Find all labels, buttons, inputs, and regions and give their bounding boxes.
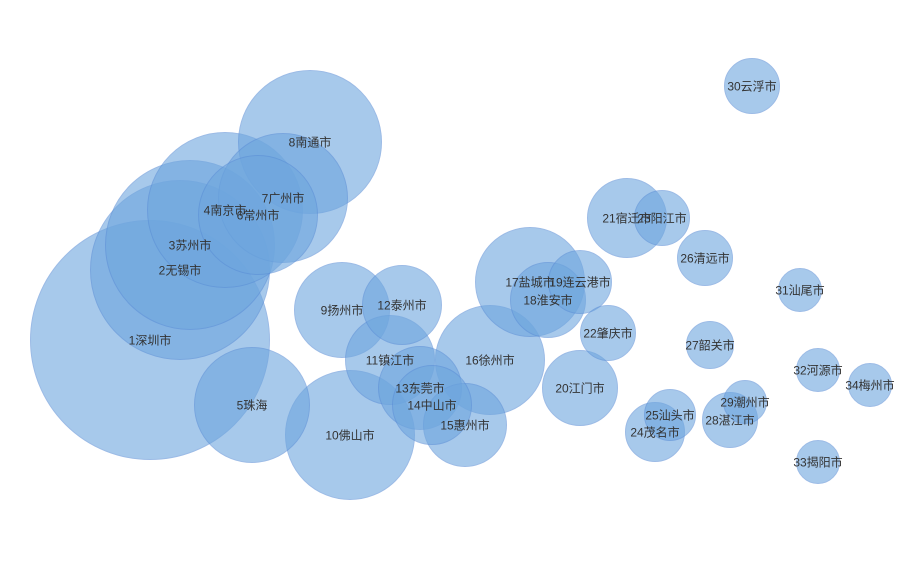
bubble[interactable] <box>686 321 734 369</box>
bubble[interactable] <box>796 440 840 484</box>
bubble[interactable] <box>542 350 618 426</box>
bubble[interactable] <box>796 348 840 392</box>
bubble[interactable] <box>634 190 690 246</box>
bubble[interactable] <box>194 347 310 463</box>
bubble[interactable] <box>362 265 442 345</box>
bubble-chart: 1深圳市2无锡市3苏州市4南京市5珠海6常州市7广州市8南通市9扬州市10佛山市… <box>0 0 923 568</box>
bubble[interactable] <box>724 58 780 114</box>
bubble[interactable] <box>848 363 892 407</box>
bubble[interactable] <box>392 365 472 445</box>
bubble[interactable] <box>580 305 636 361</box>
bubble[interactable] <box>198 155 318 275</box>
bubble[interactable] <box>644 389 696 441</box>
bubble[interactable] <box>778 268 822 312</box>
bubble[interactable] <box>723 380 767 424</box>
bubble[interactable] <box>677 230 733 286</box>
